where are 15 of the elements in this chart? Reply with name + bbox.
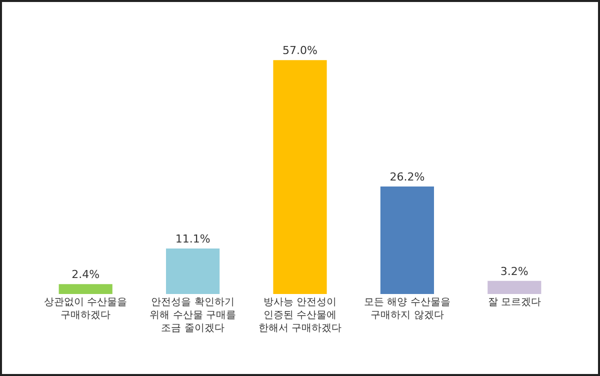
- data-label: 3.2%: [500, 264, 528, 278]
- bar: [380, 186, 434, 294]
- data-label: 57.0%: [282, 44, 318, 58]
- x-tick-label: 상관없이 수산물을 구매하겠다: [44, 297, 128, 321]
- x-tick-label: 잘 모르겠다: [488, 297, 541, 308]
- data-label: 11.1%: [175, 232, 210, 246]
- data-label: 2.4%: [72, 268, 100, 282]
- bar: [488, 280, 542, 294]
- bar: [273, 60, 327, 294]
- bar: [166, 248, 220, 294]
- bar: [58, 284, 112, 294]
- data-label: 26.2%: [390, 170, 425, 184]
- x-tick-label: 방사능 안전성이 인증된 수산물에 한해서 구매하겠다: [258, 297, 342, 334]
- x-tick-label: 안전성을 확인하기 위해 수산물 구매를 조금 줄이겠다: [150, 297, 236, 334]
- x-tick-label: 모든 해양 수산물을 구매하지 않겠다: [364, 297, 450, 321]
